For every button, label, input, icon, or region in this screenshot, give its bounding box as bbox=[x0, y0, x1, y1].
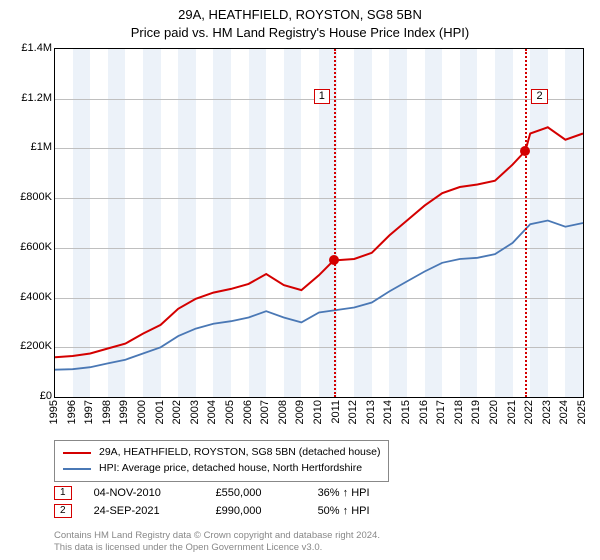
y-tick-label: £0 bbox=[4, 390, 52, 402]
event-point bbox=[329, 255, 339, 265]
event-price-2: £990,000 bbox=[216, 505, 296, 517]
x-tick-label: 2023 bbox=[541, 400, 553, 424]
x-tick-label: 1998 bbox=[101, 400, 113, 424]
event-badge-2: 2 bbox=[54, 504, 72, 518]
event-table: 1 04-NOV-2010 £550,000 36% ↑ HPI 2 24-SE… bbox=[54, 486, 408, 522]
x-tick-label: 2020 bbox=[488, 400, 500, 424]
event-row-1: 1 04-NOV-2010 £550,000 36% ↑ HPI bbox=[54, 486, 408, 500]
event-marker-label: 1 bbox=[314, 89, 330, 104]
legend: 29A, HEATHFIELD, ROYSTON, SG8 5BN (detac… bbox=[54, 440, 389, 482]
chart-title: 29A, HEATHFIELD, ROYSTON, SG8 5BN Price … bbox=[0, 0, 600, 41]
event-guideline bbox=[525, 49, 527, 397]
x-tick-label: 1997 bbox=[83, 400, 95, 424]
y-tick-label: £1M bbox=[4, 141, 52, 153]
x-tick-label: 2013 bbox=[365, 400, 377, 424]
footer: Contains HM Land Registry data © Crown c… bbox=[54, 530, 380, 554]
x-tick-label: 2022 bbox=[523, 400, 535, 424]
x-tick-label: 2009 bbox=[294, 400, 306, 424]
x-tick-label: 2001 bbox=[154, 400, 166, 424]
x-tick-label: 2021 bbox=[506, 400, 518, 424]
x-tick-label: 2004 bbox=[206, 400, 218, 424]
x-tick-label: 2019 bbox=[470, 400, 482, 424]
event-price-1: £550,000 bbox=[216, 487, 296, 499]
y-tick-label: £400K bbox=[4, 291, 52, 303]
x-tick-label: 2012 bbox=[347, 400, 359, 424]
legend-swatch-hpi bbox=[63, 468, 91, 470]
x-tick-label: 2016 bbox=[418, 400, 430, 424]
x-tick-label: 2024 bbox=[558, 400, 570, 424]
event-rel-1: 36% ↑ HPI bbox=[318, 487, 408, 499]
y-tick-label: £1.4M bbox=[4, 42, 52, 54]
plot-area: 12 bbox=[54, 48, 584, 398]
x-tick-label: 2002 bbox=[171, 400, 183, 424]
x-tick-label: 2011 bbox=[330, 400, 342, 424]
event-guideline bbox=[334, 49, 336, 397]
series-line-hpi bbox=[55, 221, 583, 370]
legend-item-property: 29A, HEATHFIELD, ROYSTON, SG8 5BN (detac… bbox=[63, 445, 380, 461]
event-point bbox=[520, 146, 530, 156]
title-line-2: Price paid vs. HM Land Registry's House … bbox=[0, 24, 600, 42]
event-marker-label: 2 bbox=[531, 89, 547, 104]
legend-item-hpi: HPI: Average price, detached house, Nort… bbox=[63, 461, 380, 477]
x-tick-label: 1999 bbox=[118, 400, 130, 424]
event-date-1: 04-NOV-2010 bbox=[94, 487, 194, 499]
x-tick-label: 2003 bbox=[189, 400, 201, 424]
event-row-2: 2 24-SEP-2021 £990,000 50% ↑ HPI bbox=[54, 504, 408, 518]
y-tick-label: £1.2M bbox=[4, 92, 52, 104]
x-tick-label: 2006 bbox=[242, 400, 254, 424]
event-date-2: 24-SEP-2021 bbox=[94, 505, 194, 517]
legend-label-hpi: HPI: Average price, detached house, Nort… bbox=[99, 461, 362, 477]
chart-container: 29A, HEATHFIELD, ROYSTON, SG8 5BN Price … bbox=[0, 0, 600, 560]
x-tick-label: 2000 bbox=[136, 400, 148, 424]
x-tick-label: 1996 bbox=[66, 400, 78, 424]
legend-label-property: 29A, HEATHFIELD, ROYSTON, SG8 5BN (detac… bbox=[99, 445, 380, 461]
title-line-1: 29A, HEATHFIELD, ROYSTON, SG8 5BN bbox=[0, 6, 600, 24]
x-tick-label: 2017 bbox=[435, 400, 447, 424]
x-tick-label: 2005 bbox=[224, 400, 236, 424]
x-tick-label: 2014 bbox=[382, 400, 394, 424]
y-tick-label: £600K bbox=[4, 241, 52, 253]
x-tick-label: 2010 bbox=[312, 400, 324, 424]
x-tick-label: 2015 bbox=[400, 400, 412, 424]
legend-swatch-property bbox=[63, 452, 91, 454]
series-line-property bbox=[55, 127, 583, 357]
event-rel-2: 50% ↑ HPI bbox=[318, 505, 408, 517]
x-tick-label: 2007 bbox=[259, 400, 271, 424]
x-tick-label: 2018 bbox=[453, 400, 465, 424]
x-tick-label: 1995 bbox=[48, 400, 60, 424]
event-badge-1: 1 bbox=[54, 486, 72, 500]
x-tick-label: 2025 bbox=[576, 400, 588, 424]
footer-line-2: This data is licensed under the Open Gov… bbox=[54, 542, 380, 554]
x-tick-label: 2008 bbox=[277, 400, 289, 424]
footer-line-1: Contains HM Land Registry data © Crown c… bbox=[54, 530, 380, 542]
y-tick-label: £200K bbox=[4, 340, 52, 352]
y-tick-label: £800K bbox=[4, 191, 52, 203]
